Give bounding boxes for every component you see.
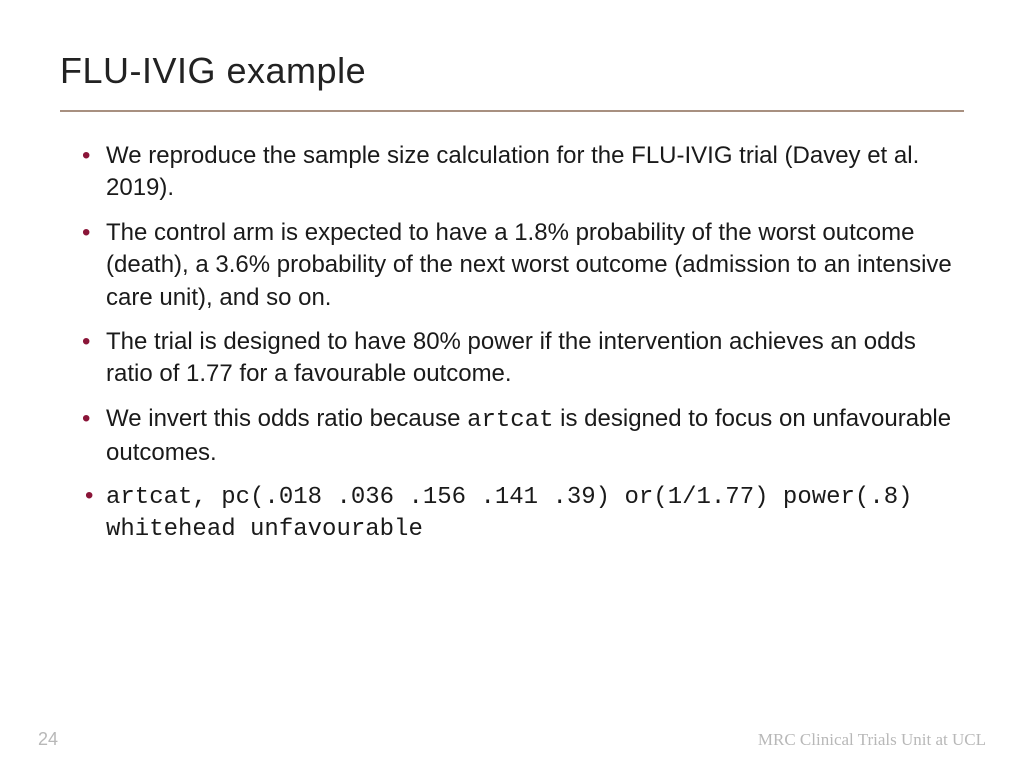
bullet-item: The trial is designed to have 80% power … xyxy=(82,326,964,391)
bullet-item: We invert this odds ratio because artcat… xyxy=(82,403,964,470)
bullet-text: We reproduce the sample size calculation… xyxy=(106,142,919,201)
slide-title: FLU-IVIG example xyxy=(60,50,964,92)
page-number: 24 xyxy=(38,729,58,750)
footer: 24 MRC Clinical Trials Unit at UCL xyxy=(0,729,1024,750)
bullet-item: We reproduce the sample size calculation… xyxy=(82,140,964,205)
footer-brand: MRC Clinical Trials Unit at UCL xyxy=(758,730,986,750)
code-text: artcat, pc(.018 .036 .156 .141 .39) or(1… xyxy=(106,484,913,543)
bullet-list: We reproduce the sample size calculation… xyxy=(60,140,964,546)
bullet-item: The control arm is expected to have a 1.… xyxy=(82,217,964,314)
bullet-text-pre: We invert this odds ratio because xyxy=(106,405,467,432)
bullet-text: The trial is designed to have 80% power … xyxy=(106,328,916,387)
title-rule xyxy=(60,110,964,112)
bullet-text: The control arm is expected to have a 1.… xyxy=(106,219,952,311)
slide: FLU-IVIG example We reproduce the sample… xyxy=(0,0,1024,768)
bullet-code-line: artcat, pc(.018 .036 .156 .141 .39) or(1… xyxy=(82,482,964,547)
inline-code: artcat xyxy=(467,407,553,434)
